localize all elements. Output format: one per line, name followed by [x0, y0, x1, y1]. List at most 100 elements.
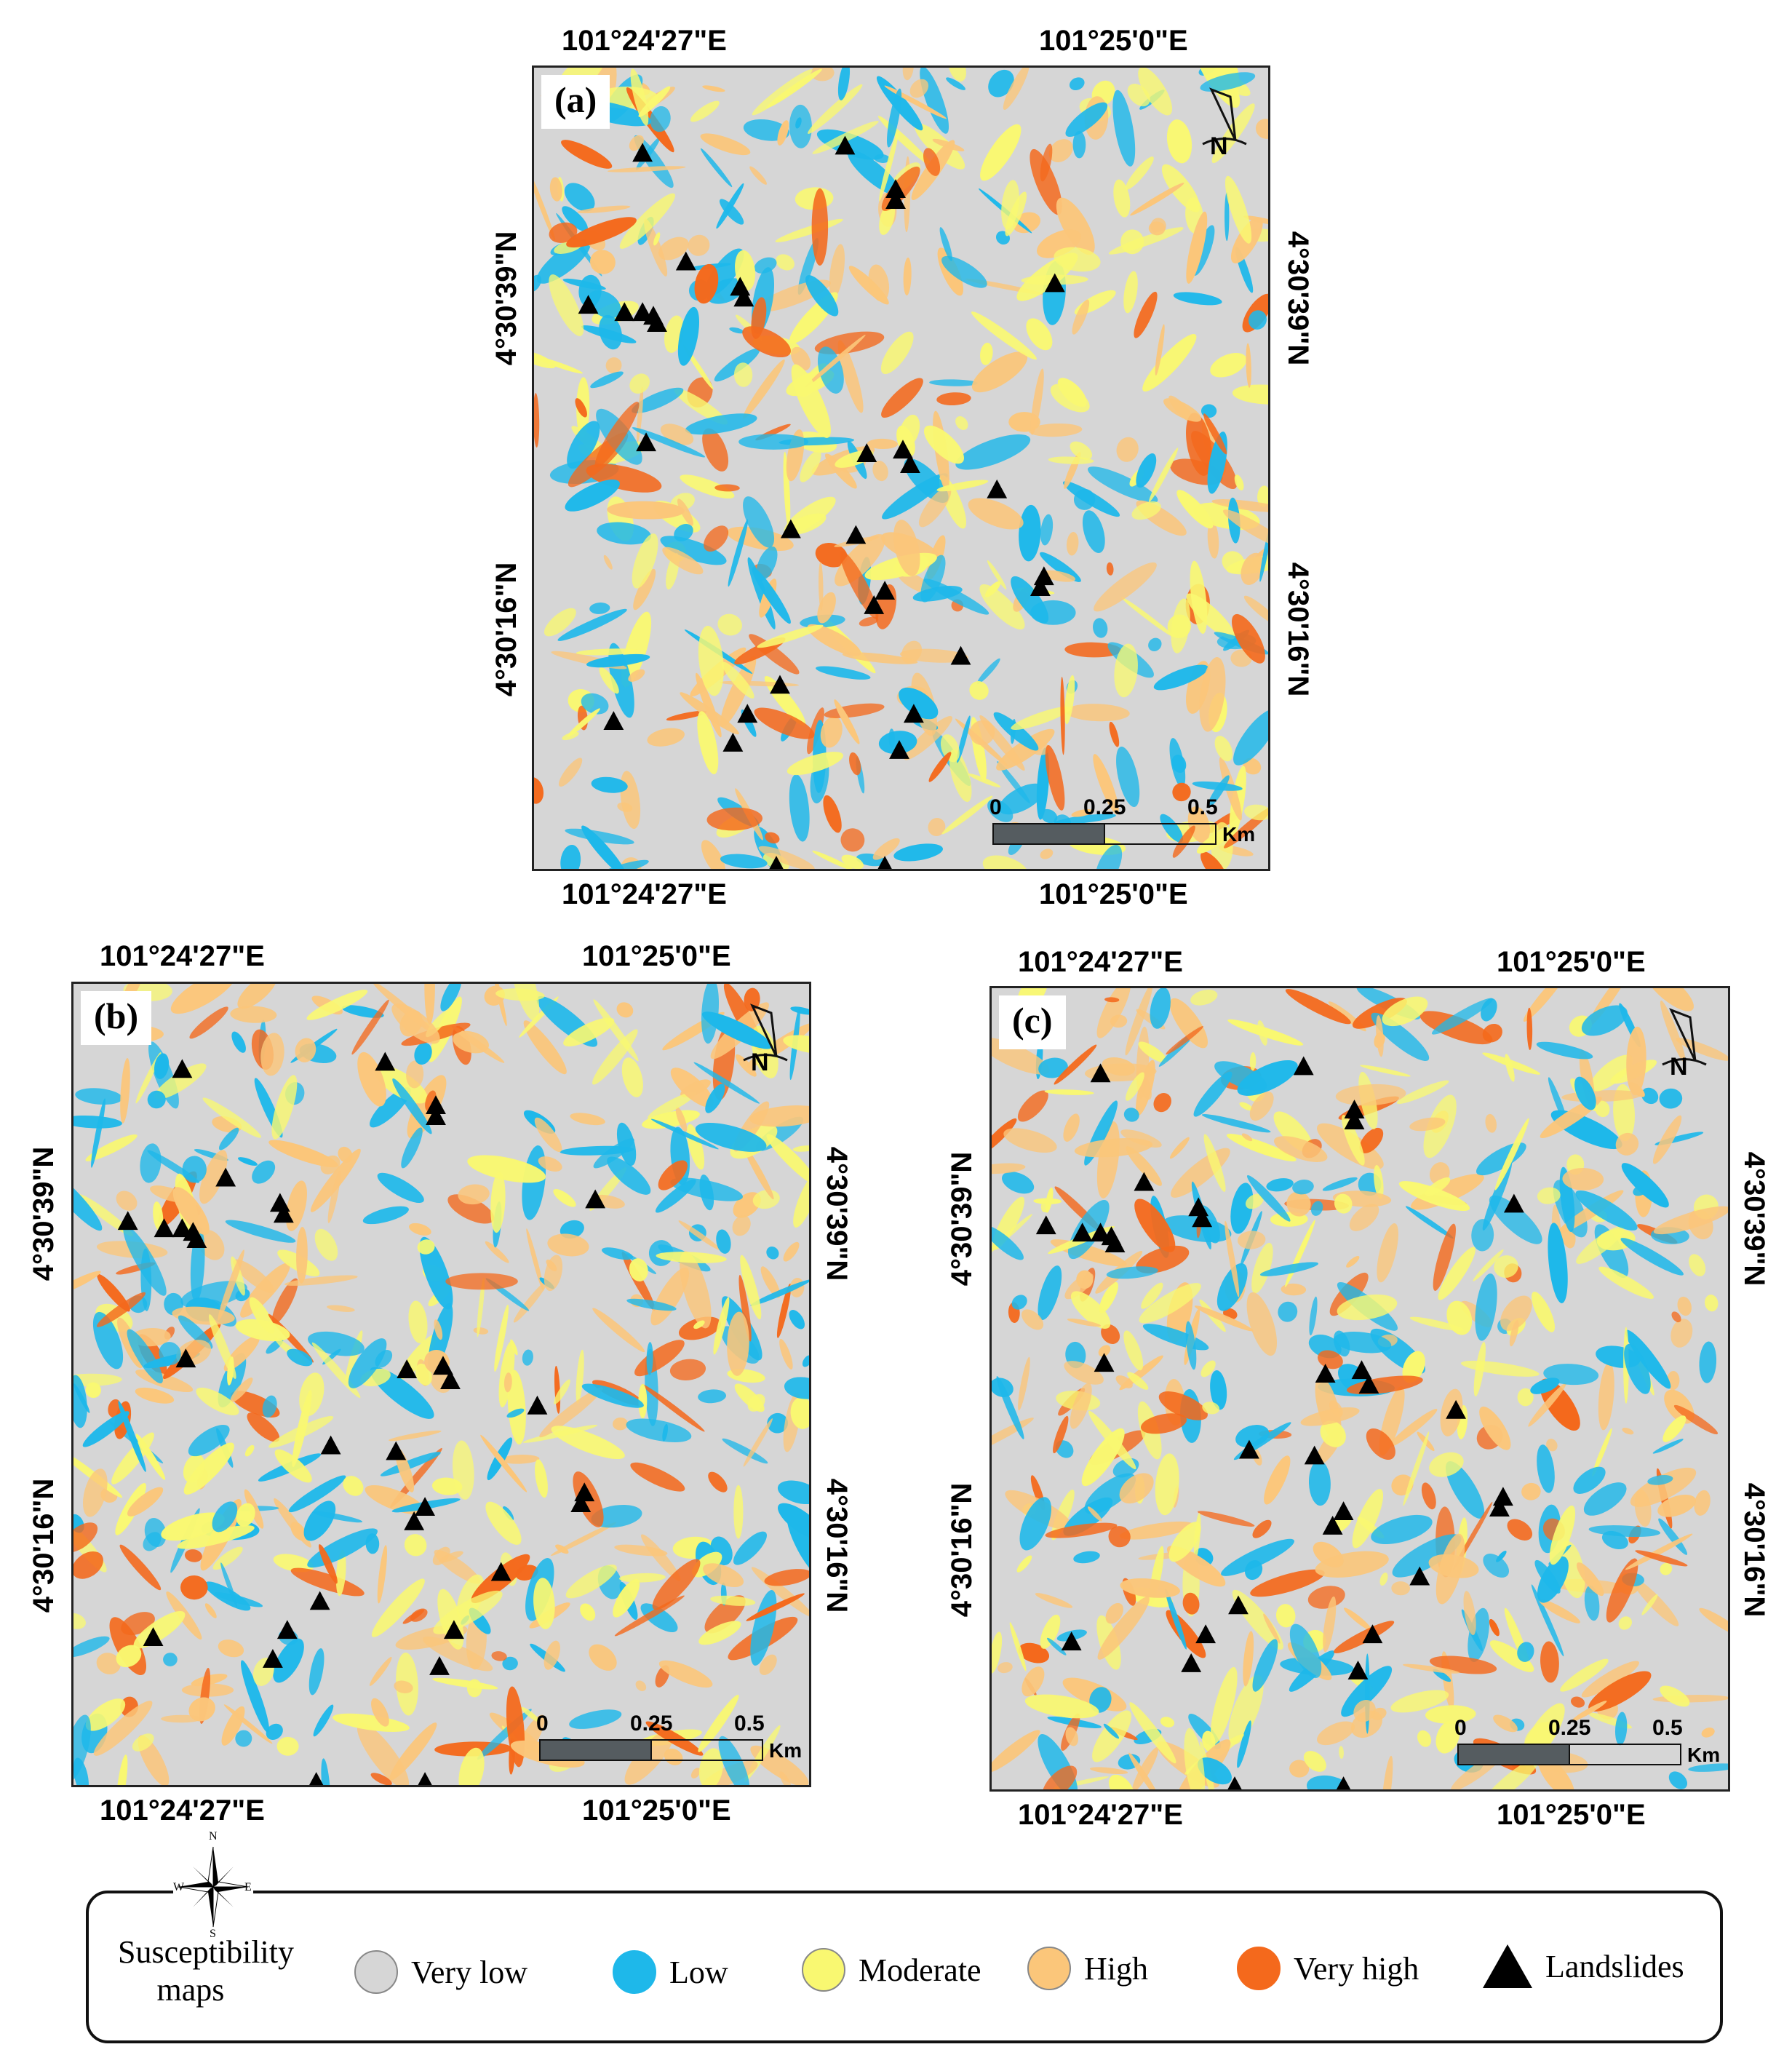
terrain-patch — [1598, 1362, 1614, 1431]
terrain-patch — [493, 984, 507, 1026]
terrain-patch — [1169, 998, 1208, 1049]
terrain-patch — [586, 653, 650, 668]
terrain-patch — [581, 693, 609, 715]
terrain-patch — [1493, 1714, 1518, 1733]
terrain-patch — [1030, 148, 1062, 215]
terrain-patch — [1576, 1226, 1625, 1264]
landslide-triangle-icon — [262, 1649, 283, 1668]
terrain-patch — [1136, 453, 1157, 488]
terrain-patch — [1489, 1618, 1500, 1637]
terrain-patch — [1652, 1439, 1684, 1454]
terrain-patch — [829, 244, 845, 298]
terrain-patch — [570, 1113, 605, 1126]
terrain-patch — [1548, 1223, 1568, 1303]
terrain-patch — [534, 169, 556, 241]
right-coord-top: 4°30'39"N — [1738, 1151, 1770, 1287]
terrain-patch — [178, 1315, 213, 1349]
terrain-patch — [714, 484, 740, 492]
terrain-patch — [589, 1644, 617, 1671]
landslide-triangle-icon — [418, 1772, 432, 1785]
terrain-patch — [1203, 1134, 1226, 1192]
top-coord-right: 101°25'0"E — [582, 940, 731, 972]
terrain-raster — [534, 68, 1268, 869]
terrain-patch — [491, 1651, 507, 1661]
landslide-triangle-icon — [877, 856, 892, 869]
terrain-patch — [949, 749, 972, 802]
terrain-patch — [1588, 1525, 1661, 1538]
terrain-patch — [1249, 1052, 1257, 1071]
terrain-patch — [1425, 1705, 1476, 1724]
terrain-patch — [1635, 1550, 1688, 1567]
scale-bar-dark — [539, 1739, 652, 1761]
terrain-patch — [1538, 1756, 1574, 1789]
terrain-patch — [1381, 1755, 1393, 1789]
terrain-patch — [1098, 1345, 1111, 1357]
terrain-patch — [1069, 77, 1085, 91]
legend-item-moderate: Moderate — [802, 1948, 981, 1992]
terrain-patch — [904, 716, 953, 760]
legend-label: Low — [669, 1954, 728, 1990]
terrain-patch — [212, 1501, 238, 1533]
scale-unit: Km — [769, 1739, 803, 1762]
terrain-patch — [1125, 156, 1154, 190]
terrain-patch — [980, 124, 1022, 181]
terrain-patch — [351, 999, 389, 1055]
terrain-patch — [1089, 1687, 1112, 1713]
terrain-patch — [268, 1140, 338, 1168]
terrain-patch — [1243, 595, 1268, 625]
terrain-patch — [698, 625, 724, 696]
terrain-patch — [706, 807, 763, 831]
landslide-triangle-icon — [1322, 1516, 1343, 1535]
terrain-patch — [1214, 736, 1233, 762]
terrain-patch — [1142, 333, 1197, 392]
landslide-triangle-icon — [1446, 1399, 1467, 1419]
terrain-patch — [1621, 1163, 1669, 1208]
terrain-patch — [909, 79, 929, 98]
terrain-patch — [1517, 1388, 1534, 1407]
terrain-patch — [1070, 441, 1093, 460]
terrain-patch — [650, 1267, 690, 1326]
terrain-patch — [1353, 1700, 1376, 1722]
terrain-patch — [1087, 466, 1158, 503]
terrain-patch — [918, 486, 952, 528]
terrain-patch — [237, 1157, 258, 1166]
landslide-triangle-icon — [1362, 1624, 1383, 1644]
terrain-patch — [722, 1438, 768, 1464]
terrain-patch — [244, 1444, 255, 1457]
terrain-patch — [1641, 1087, 1659, 1105]
terrain-patch — [729, 327, 744, 334]
bottom-coord-left: 101°24'27"E — [562, 878, 727, 910]
terrain-patch — [1138, 68, 1173, 116]
terrain-patch — [1160, 814, 1184, 843]
terrain-patch — [817, 592, 836, 624]
terrain-patch — [1339, 1746, 1344, 1760]
terrain-patch — [500, 1455, 540, 1464]
terrain-patch — [1417, 1730, 1432, 1747]
terrain-patch — [1134, 291, 1158, 338]
terrain-patch — [867, 438, 899, 450]
terrain-patch — [1320, 1420, 1346, 1447]
terrain-patch — [1176, 490, 1214, 529]
terrain-patch — [401, 1127, 423, 1169]
terrain-patch — [218, 1353, 247, 1408]
terrain-patch — [133, 1611, 186, 1649]
terrain-patch — [800, 450, 821, 482]
terrain-patch — [1558, 1541, 1585, 1599]
terrain-patch — [1202, 1402, 1220, 1415]
terrain-patch — [713, 1297, 730, 1355]
terrain-patch — [992, 1631, 1003, 1674]
terrain-patch — [630, 1462, 685, 1492]
terrain-patch — [240, 1660, 270, 1733]
terrain-patch — [660, 536, 727, 565]
terrain-patch — [1308, 1460, 1331, 1506]
landslide-triangle-icon — [1044, 273, 1065, 293]
terrain-patch — [720, 656, 757, 727]
terrain-patch — [575, 398, 587, 418]
terrain-patch — [188, 1697, 215, 1722]
terrain-patch — [678, 1316, 722, 1340]
terrain-patch — [776, 254, 795, 271]
terrain-patch — [1526, 1007, 1533, 1051]
terrain-patch — [998, 783, 1045, 815]
landslide-triangle-icon — [309, 1591, 330, 1610]
terrain-patch — [1193, 1071, 1233, 1117]
